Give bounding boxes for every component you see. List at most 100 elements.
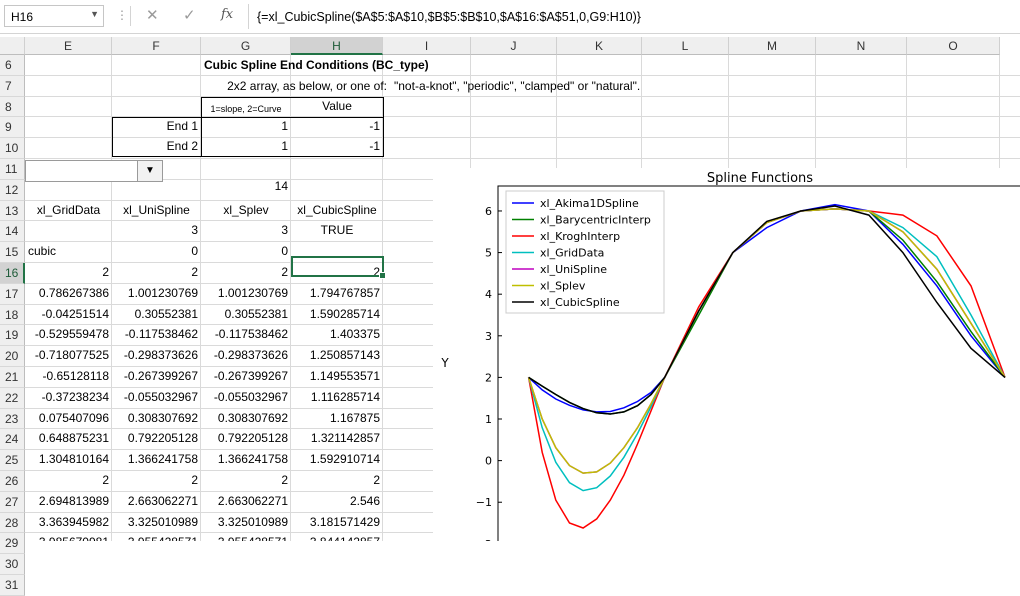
table-cell[interactable]: -0.298373626: [123, 348, 198, 363]
table-cell[interactable]: 0.648875231: [38, 431, 109, 446]
table-cell[interactable]: -0.65128118: [42, 369, 109, 383]
table-cell[interactable]: -0.04251514: [41, 306, 109, 321]
end1-type[interactable]: 1: [281, 119, 288, 133]
column-header-e[interactable]: E: [25, 37, 112, 55]
table-cell[interactable]: 0.792205128: [217, 431, 288, 446]
row-header-20[interactable]: 20: [0, 346, 25, 367]
spline-chart[interactable]: Spline Functions X Y 0 1 2 3 4 5 6 7 −2 −1 0 1 2 3 4 5 6 xl_…: [433, 168, 1020, 541]
column-header-k[interactable]: K: [557, 37, 642, 55]
chevron-down-icon[interactable]: ▼: [137, 161, 162, 181]
insert-function-button[interactable]: fx: [221, 7, 234, 22]
table-cell[interactable]: 3.181571429: [309, 514, 380, 529]
chevron-down-icon[interactable]: ▼: [90, 9, 99, 19]
row-header-26[interactable]: 26: [0, 471, 25, 492]
table-cell[interactable]: 1.590285714: [309, 306, 380, 321]
column-header-h[interactable]: H: [291, 37, 383, 55]
table-cell[interactable]: 3.325010989: [217, 514, 288, 529]
column-header-o[interactable]: O: [907, 37, 1000, 55]
cell-g12[interactable]: 14: [274, 179, 288, 193]
table-cell[interactable]: 3.844142857: [291, 535, 383, 541]
dropdown-combo[interactable]: ▼: [25, 160, 163, 182]
table-cell[interactable]: -0.37238234: [41, 389, 109, 404]
formula-input[interactable]: {=xl_CubicSpline($A$5:$A$10,$B$5:$B$10,$…: [248, 4, 1018, 29]
table-cell[interactable]: 0.30552381: [134, 306, 198, 321]
row-header-19[interactable]: 19: [0, 325, 25, 347]
table-cell[interactable]: 3.363945982: [38, 514, 109, 529]
table-cell[interactable]: 1.321142857: [310, 431, 380, 446]
table-cell[interactable]: 1.592910714: [309, 452, 380, 467]
row-header-28[interactable]: 28: [0, 512, 25, 534]
row-header-13[interactable]: 13: [0, 200, 25, 222]
table-cell[interactable]: 1.304810164: [38, 452, 109, 467]
row-header-25[interactable]: 25: [0, 450, 25, 471]
table-cell[interactable]: 1.167875: [329, 410, 380, 425]
table-cell[interactable]: -0.267399267: [123, 369, 198, 383]
row-header-27[interactable]: 27: [0, 491, 25, 513]
table-cell[interactable]: 2.663062271: [127, 493, 198, 508]
table-cell[interactable]: 3: [281, 223, 288, 238]
row-header-12[interactable]: 12: [0, 179, 25, 201]
table-cell[interactable]: 3.985670981: [25, 535, 112, 541]
row-header-8[interactable]: 8: [0, 96, 25, 118]
table-cell[interactable]: 1.250857143: [309, 348, 380, 363]
end2-type[interactable]: 1: [281, 139, 288, 153]
table-cell[interactable]: 2: [191, 473, 198, 487]
row-header-15[interactable]: 15: [0, 242, 25, 263]
table-cell[interactable]: 1.001230769: [127, 285, 198, 300]
end1-value[interactable]: -1: [369, 119, 380, 133]
row-header-6[interactable]: 6: [0, 55, 25, 76]
end2-value[interactable]: -1: [369, 139, 380, 153]
worksheet-grid[interactable]: Cubic Spline End Conditions (BC_type) 2x…: [25, 55, 1020, 541]
name-box[interactable]: H16 ▼: [4, 5, 104, 27]
table-cell[interactable]: 1.403375: [329, 327, 380, 342]
table-cell[interactable]: -0.055032967: [123, 389, 198, 404]
table-cell[interactable]: -0.718077525: [34, 348, 109, 363]
table-cell[interactable]: 2.694813989: [38, 493, 109, 508]
row-header-21[interactable]: 21: [0, 367, 25, 388]
table-cell[interactable]: 1.366241758: [217, 452, 288, 467]
row-header-11[interactable]: 11: [0, 159, 25, 180]
row-header-30[interactable]: 30: [0, 554, 25, 575]
active-cell-h16[interactable]: [291, 256, 386, 279]
table-cell[interactable]: 2: [373, 473, 380, 487]
column-header-f[interactable]: F: [112, 37, 201, 55]
table-cell[interactable]: 0.792205128: [127, 431, 198, 446]
table-cell[interactable]: 3.955428571: [112, 535, 201, 541]
close-icon[interactable]: ✕: [146, 7, 159, 24]
table-cell[interactable]: 1.794767857: [309, 285, 380, 300]
table-cell[interactable]: -0.117538462: [214, 327, 288, 342]
table-cell[interactable]: 0.308307692: [217, 410, 288, 425]
table-cell[interactable]: -0.117538462: [124, 327, 198, 342]
table-cell[interactable]: 2: [102, 265, 109, 279]
column-header-n[interactable]: N: [816, 37, 907, 55]
row-header-9[interactable]: 9: [0, 117, 25, 139]
column-header-i[interactable]: I: [383, 37, 471, 55]
table-cell[interactable]: cubic: [28, 244, 57, 259]
row-header-18[interactable]: 18: [0, 304, 25, 326]
select-all-corner[interactable]: [0, 37, 25, 55]
row-header-7[interactable]: 7: [0, 75, 25, 97]
table-cell[interactable]: 2: [191, 265, 198, 279]
table-cell[interactable]: 3.955428571: [201, 535, 291, 541]
table-cell[interactable]: 2: [281, 473, 288, 487]
table-cell[interactable]: 0.786267386: [38, 285, 109, 300]
table-cell[interactable]: 2.663062271: [217, 493, 288, 508]
table-cell[interactable]: 3.325010989: [127, 514, 198, 529]
table-cell[interactable]: 0.30552381: [224, 306, 288, 321]
table-cell[interactable]: -0.267399267: [213, 369, 288, 383]
table-cell[interactable]: 0.075407096: [38, 410, 109, 425]
column-header-j[interactable]: J: [471, 37, 557, 55]
table-cell[interactable]: 0.308307692: [127, 410, 198, 425]
column-label[interactable]: xl_GridData: [36, 202, 101, 217]
row-header-31[interactable]: 31: [0, 575, 25, 596]
table-cell[interactable]: 1.149553571: [309, 369, 380, 383]
row-header-17[interactable]: 17: [0, 283, 25, 305]
row-header-23[interactable]: 23: [0, 408, 25, 430]
row-header-24[interactable]: 24: [0, 429, 25, 451]
table-cell[interactable]: 0: [191, 244, 198, 259]
table-cell[interactable]: 2: [281, 265, 288, 279]
table-cell[interactable]: 2: [373, 265, 380, 279]
table-cell[interactable]: -0.529559478: [34, 327, 109, 342]
column-label[interactable]: xl_Splev: [223, 202, 269, 217]
table-cell[interactable]: -0.055032967: [213, 389, 288, 404]
